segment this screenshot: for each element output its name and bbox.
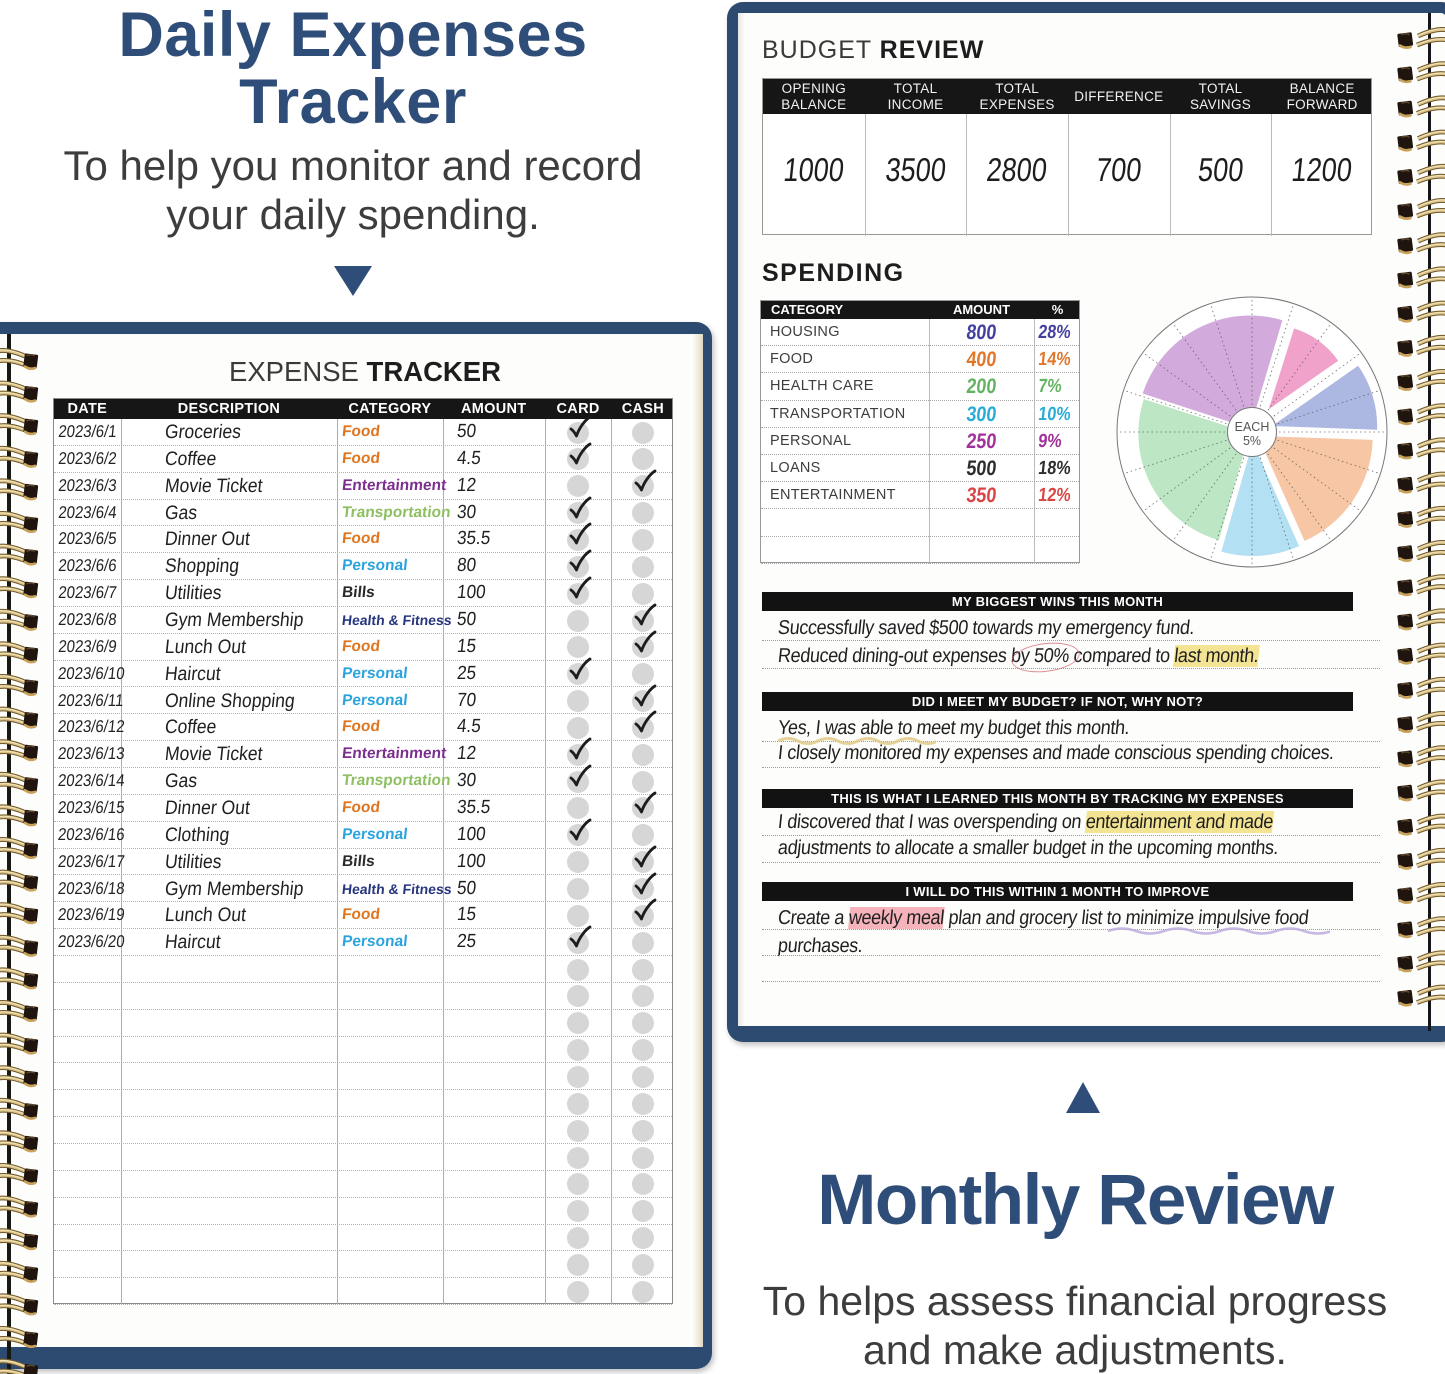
svg-text:EACH: EACH — [1235, 420, 1270, 434]
svg-text:5%: 5% — [1243, 434, 1261, 448]
